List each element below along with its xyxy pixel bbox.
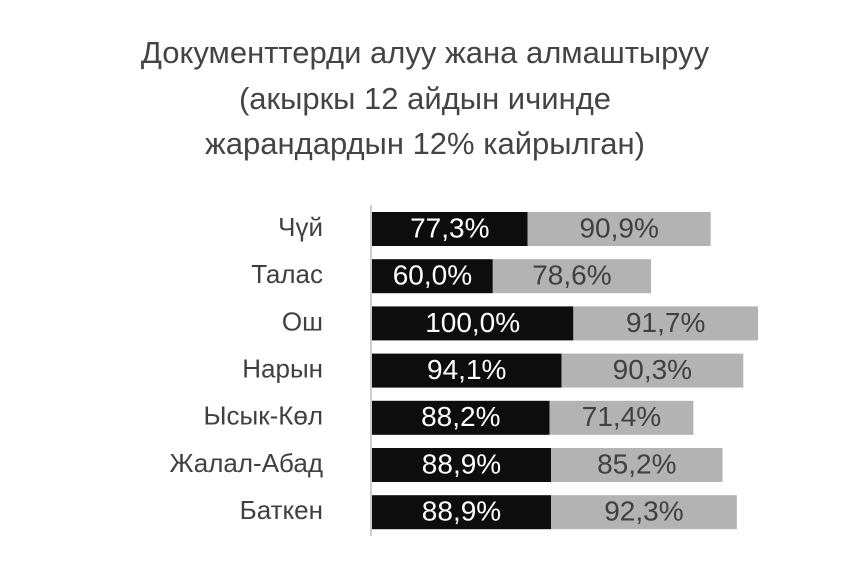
bar-segment: [372, 400, 550, 435]
category-label: Ысык-Көл: [203, 401, 323, 431]
value-label: 92,3%: [604, 496, 683, 527]
value-label: 77,3%: [410, 212, 489, 243]
value-label: 94,1%: [427, 354, 506, 385]
value-label: 91,7%: [626, 307, 705, 338]
value-label: 85,2%: [597, 448, 676, 479]
value-label: 88,9%: [422, 448, 501, 479]
value-label: 90,9%: [579, 212, 658, 243]
bar-segment: [372, 212, 528, 246]
category-label: Ош: [282, 306, 323, 336]
bar-segment: [492, 259, 652, 294]
chart-title: Документтерди алуу жана алмаштыруу: [141, 35, 710, 70]
value-label: 90,3%: [613, 354, 692, 385]
category-label: Нарын: [242, 353, 323, 383]
chart-title: (акыркы 12 айдын ичинде: [239, 81, 611, 116]
bar-segment: [372, 495, 552, 530]
bar-segment: [372, 306, 574, 341]
value-label: 78,6%: [532, 260, 611, 291]
category-label: Талас: [251, 259, 323, 289]
bar-segment: [551, 495, 737, 530]
bar-segment: [527, 212, 711, 246]
bar-segment: [549, 400, 694, 435]
value-label: 60,0%: [393, 260, 472, 291]
bar-segment: [372, 448, 552, 482]
category-label: Баткен: [240, 495, 323, 525]
bar-segment: [372, 353, 562, 388]
bar-segment: [372, 259, 493, 294]
bar-segment: [573, 306, 758, 341]
value-label: 88,9%: [422, 496, 501, 527]
category-label: Чүй: [278, 212, 323, 242]
category-label: Жалал-Абад: [170, 448, 324, 478]
value-label: 100,0%: [425, 307, 520, 338]
chart-title: жарандардын 12% кайрылган): [205, 126, 645, 161]
bar-segment: [561, 353, 744, 388]
bar-segment: [551, 448, 723, 482]
value-label: 88,2%: [421, 401, 500, 432]
value-label: 71,4%: [582, 401, 661, 432]
